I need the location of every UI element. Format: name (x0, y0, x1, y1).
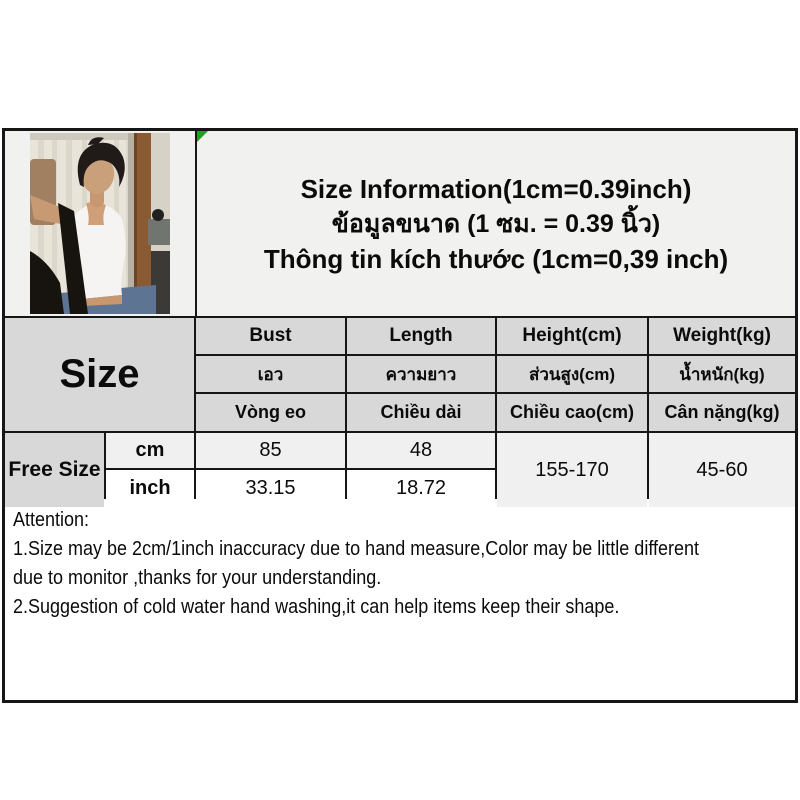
header-bust-th: เอว (196, 356, 345, 392)
unit-cm-cell: cm (106, 433, 194, 468)
value-length-cm: 48 (347, 433, 495, 468)
attention-box: Attention: 1.Size may be 2cm/1inch inacc… (5, 499, 795, 692)
header-weight-th: น้ำหนัก(kg) (649, 356, 795, 392)
header-height-en: Height(cm) (497, 318, 647, 354)
hair (77, 142, 125, 187)
title-line-vietnamese: Thông tin kích thước (1cm=0,39 inch) (263, 243, 729, 274)
header-height-th: ส่วนสูง(cm) (497, 356, 647, 392)
value-bust-cm: 85 (196, 433, 345, 468)
value-length-inch: 18.72 (347, 470, 495, 507)
size-table: Size Bust Length Height(cm) Weight(kg) เ… (5, 318, 795, 507)
attention-line-1: 1.Size may be 2cm/1inch inaccuracy due t… (13, 538, 700, 560)
photo-title-row: Size Information(1cm=0.39inch) ข้อมูลขนา… (5, 131, 795, 318)
midriff (82, 295, 122, 306)
face (81, 156, 115, 194)
header-length-en: Length (347, 318, 495, 354)
chest (86, 202, 106, 225)
bag-strap (58, 203, 88, 314)
header-weight-en: Weight(kg) (649, 318, 795, 354)
unit-inch-cell: inch (106, 470, 194, 507)
attention-heading: Attention: (13, 509, 90, 531)
header-bust-vi: Vòng eo (196, 394, 345, 431)
white-tank-top (70, 203, 126, 299)
header-bust-en: Bust (196, 318, 345, 354)
hair-strand (88, 137, 104, 145)
header-weight-vi: Cân nặng(kg) (649, 394, 795, 431)
door-frame (134, 133, 151, 314)
title-line-thai: ข้อมูลขนาด (1 ซม. = 0.39 นิ้ว) (331, 209, 661, 238)
camera-object (152, 209, 164, 221)
header-length-th: ความยาว (347, 356, 495, 392)
freesize-label-cell: Free Size (5, 433, 104, 507)
shelf (148, 219, 170, 245)
green-corner-marker-icon (197, 131, 208, 142)
size-sheet: Size Information(1cm=0.39inch) ข้อมูลขนา… (2, 128, 798, 703)
model-photo-illustration (30, 133, 170, 314)
size-corner-cell: Size (5, 318, 194, 431)
bag (30, 251, 64, 314)
title-cell: Size Information(1cm=0.39inch) ข้อมูลขนา… (197, 131, 795, 316)
model-arm (30, 195, 66, 225)
value-height-range: 155-170 (497, 433, 647, 507)
curtain-edge (128, 133, 134, 314)
value-weight-range: 45-60 (649, 433, 795, 507)
header-length-vi: Chiều dài (347, 394, 495, 431)
attention-line-3: 2.Suggestion of cold water hand washing,… (13, 596, 620, 618)
value-bust-inch: 33.15 (196, 470, 345, 507)
photo-cell (5, 131, 197, 316)
header-height-vi: Chiều cao(cm) (497, 394, 647, 431)
attention-line-2: due to monitor ,thanks for your understa… (13, 567, 382, 589)
title-line-english: Size Information(1cm=0.39inch) (300, 173, 692, 204)
